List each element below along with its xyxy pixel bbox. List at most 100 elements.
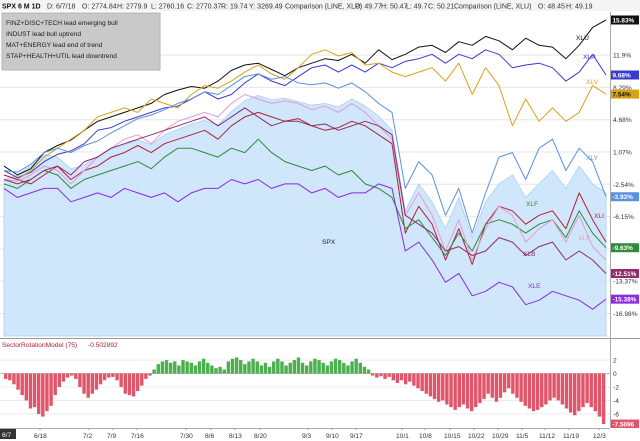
y-readout: Y: 3269.49	[249, 4, 283, 11]
indicator-bar	[168, 362, 173, 374]
indicator-bar	[552, 373, 556, 398]
indicator-bar	[45, 373, 49, 412]
indicator-bar	[354, 358, 358, 374]
indicator-bar	[589, 373, 593, 408]
end-badge-xlu	[611, 15, 639, 25]
inline-label-xly: XLY	[586, 155, 599, 162]
indicator-bar	[445, 373, 449, 405]
comparison-xlu-label[interactable]: Comparison (LINE, XLU)	[454, 4, 531, 11]
indicator-bar	[577, 373, 581, 412]
x-tick-label: 10/8	[419, 433, 432, 440]
indicator-bar	[111, 373, 115, 377]
indicator-bar	[560, 373, 565, 405]
x-tick-label: 7/9	[107, 433, 116, 440]
low-readout: L: 2760.16	[151, 4, 184, 11]
end-label-xlp: 9.68%	[613, 73, 631, 80]
symbol-label[interactable]: SPX 6 M 1D	[2, 4, 41, 11]
indicator-y-axis: 2 0 -2 -4 -6 -7.5096	[611, 358, 639, 429]
indicator-bar	[296, 357, 301, 374]
indicator-bar	[164, 360, 169, 374]
indicator-bar	[206, 362, 210, 374]
indicator-bar	[366, 369, 371, 374]
x-tick-label: 9/3	[302, 433, 311, 440]
x-tick-label: 10/15	[444, 433, 461, 440]
indicator-bar	[502, 373, 507, 393]
x-tick-label: 6/18	[34, 433, 47, 440]
indicator-y-tick-label: -4	[613, 398, 619, 405]
indicator-bar	[412, 373, 416, 386]
indicator-bar	[28, 373, 33, 409]
indicator-bar	[144, 373, 148, 379]
indicator-bar	[140, 373, 144, 386]
indicator-bar	[391, 373, 396, 381]
indicator-bar	[12, 373, 16, 385]
indicator-bar	[358, 362, 363, 374]
indicator-bar	[32, 373, 37, 408]
inline-label-spx: SPX	[322, 239, 336, 246]
indicator-bar	[593, 373, 598, 412]
series-line-xlf	[3, 138, 607, 256]
end-badge-xle	[611, 294, 639, 304]
main-y-tick-label: -2.54%	[613, 182, 634, 189]
x-axis-background	[0, 428, 640, 441]
indicator-y-tick-label: -6	[613, 411, 619, 418]
indicator-bar	[20, 373, 24, 396]
indicator-bar	[416, 373, 420, 389]
x-tick-label: 10/22	[468, 433, 485, 440]
indicator-bar	[585, 373, 589, 404]
end-badge-xlp	[611, 70, 639, 80]
indicator-bar	[78, 373, 82, 387]
indicator-bar	[486, 373, 490, 394]
indicator-bar	[210, 365, 214, 374]
indicator-bar	[243, 364, 247, 374]
indicator-pane: SectorRotationModel (75) -0.502892 2 0 -2 -…	[0, 342, 639, 429]
x-tick-label: 8/20	[254, 433, 267, 440]
x-tick-label: 11/12	[539, 433, 555, 440]
indicator-title[interactable]: SectorRotationModel (75)	[2, 342, 77, 349]
indicator-bar	[272, 361, 276, 374]
main-y-tick-label: 8.29%	[613, 85, 632, 92]
indicator-bar	[177, 365, 181, 374]
indicator-bar	[230, 358, 235, 374]
indicator-bar	[197, 361, 202, 374]
indicator-bar	[107, 373, 111, 378]
comparison-xlp-open: O: 49.77	[355, 4, 382, 11]
inline-label-xlk: XLK	[578, 235, 591, 242]
main-y-tick-label: 11.9%	[613, 53, 631, 60]
indicator-bar	[408, 373, 412, 382]
comparison-xlp-label[interactable]: Comparison (LINE, XLP)	[285, 4, 362, 11]
indicator-bar	[387, 373, 391, 377]
indicator-bar	[564, 373, 569, 409]
annotation-box[interactable]: FINZ+DISC+TECH lead emerging bull INDUST…	[1, 12, 161, 71]
x-tick-label: 7/16	[131, 433, 144, 440]
indicator-bar	[498, 373, 503, 398]
indicator-bar	[457, 373, 461, 408]
indicator-bar	[370, 373, 375, 376]
indicator-bar	[259, 365, 264, 374]
indicator-bar	[523, 373, 527, 406]
x-tick-label: 9/17	[350, 433, 363, 440]
date-readout: D: 6/7/18	[47, 4, 76, 11]
comparison-xlp-close: C: 50.21	[428, 4, 455, 11]
x-tick-label: 12/3	[593, 433, 606, 440]
indicator-bar	[597, 373, 602, 417]
indicator-bar	[57, 373, 62, 387]
indicator-bar	[300, 362, 305, 374]
x-tick-label: 7/2	[83, 433, 92, 440]
indicator-bar	[383, 373, 387, 379]
indicator-bar	[288, 362, 292, 374]
indicator-bar	[313, 358, 317, 374]
x-axis-current-date-badge	[0, 429, 16, 439]
indicator-bar	[86, 373, 90, 398]
x-tick-label: 10/1	[396, 433, 409, 440]
indicator-bar	[420, 373, 424, 392]
main-y-tick-label: -16.98%	[613, 311, 638, 318]
indicator-bar	[548, 373, 552, 401]
indicator-bar	[160, 361, 165, 374]
indicator-y-tick-label: -2	[613, 384, 619, 391]
main-y-tick-label: -6.15%	[613, 214, 634, 221]
indicator-bar	[251, 358, 255, 374]
annotation-box-background	[1, 12, 161, 71]
inline-label-xlf: XLF	[526, 201, 538, 208]
header-background	[0, 0, 640, 11]
